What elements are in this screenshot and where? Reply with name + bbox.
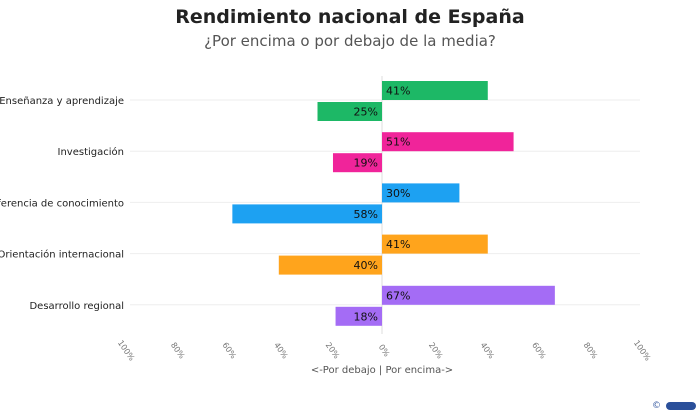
x-tick-label: 100%	[116, 339, 137, 363]
x-tick-label: 80%	[582, 341, 600, 361]
chart-subtitle: ¿Por encima o por debajo de la media?	[204, 32, 496, 50]
bar-above-label: 30%	[386, 187, 410, 200]
x-tick-label: 60%	[530, 341, 548, 361]
bar-below	[278, 255, 382, 275]
category-label: Enseñanza y aprendizaje	[0, 96, 124, 107]
category-label: Investigación	[58, 146, 124, 158]
x-axis-ticks: 100% 80% 60% 40% 20% 0% 20% 40% 60% 80% 100%	[116, 339, 653, 363]
bar-below	[317, 102, 382, 121]
bar-above	[382, 234, 488, 254]
bar-below-label: 18%	[354, 310, 378, 323]
copyright-mark: ©	[652, 401, 661, 411]
bar-below-label: 40%	[354, 259, 378, 272]
bar-below	[335, 306, 382, 326]
bar-above	[382, 132, 514, 152]
bar-below-label: 19%	[354, 157, 378, 170]
x-tick-label: 40%	[272, 341, 290, 361]
x-tick-label: 80%	[169, 341, 187, 361]
bar-above	[382, 285, 555, 305]
bar-above-label: 41%	[386, 238, 410, 251]
bar-below	[232, 204, 382, 224]
category-label: Desarrollo regional	[29, 301, 124, 312]
category-label: Transferencia de conocimiento	[0, 198, 124, 209]
bar-above	[382, 81, 488, 100]
x-tick-label: 40%	[478, 341, 496, 361]
x-tick-label: 100%	[632, 339, 653, 363]
category-label: Orientación internacional	[0, 249, 124, 261]
labels-layer: 41% 25% Enseñanza y aprendizaje 51% 19% Inves…	[0, 85, 410, 324]
x-tick-label: 20%	[324, 341, 342, 361]
x-tick-label: 20%	[427, 341, 445, 361]
chart-title: Rendimiento nacional de España	[175, 6, 525, 28]
bar-above-label: 67%	[386, 289, 410, 302]
credit-logo: ©	[652, 401, 700, 415]
x-axis-label: <-Por debajo | Por encima->	[311, 365, 453, 376]
bar-below-label: 58%	[354, 208, 378, 221]
x-tick-label: 60%	[220, 341, 238, 361]
logo-mark	[665, 401, 696, 410]
bar-above-label: 41%	[386, 85, 410, 98]
bar-below	[332, 153, 382, 173]
bar-above	[382, 183, 460, 203]
bars-layer	[232, 81, 555, 326]
bar-below-label: 25%	[354, 106, 378, 119]
x-tick-label: 0%	[377, 343, 392, 359]
bar-above-label: 51%	[386, 136, 410, 149]
